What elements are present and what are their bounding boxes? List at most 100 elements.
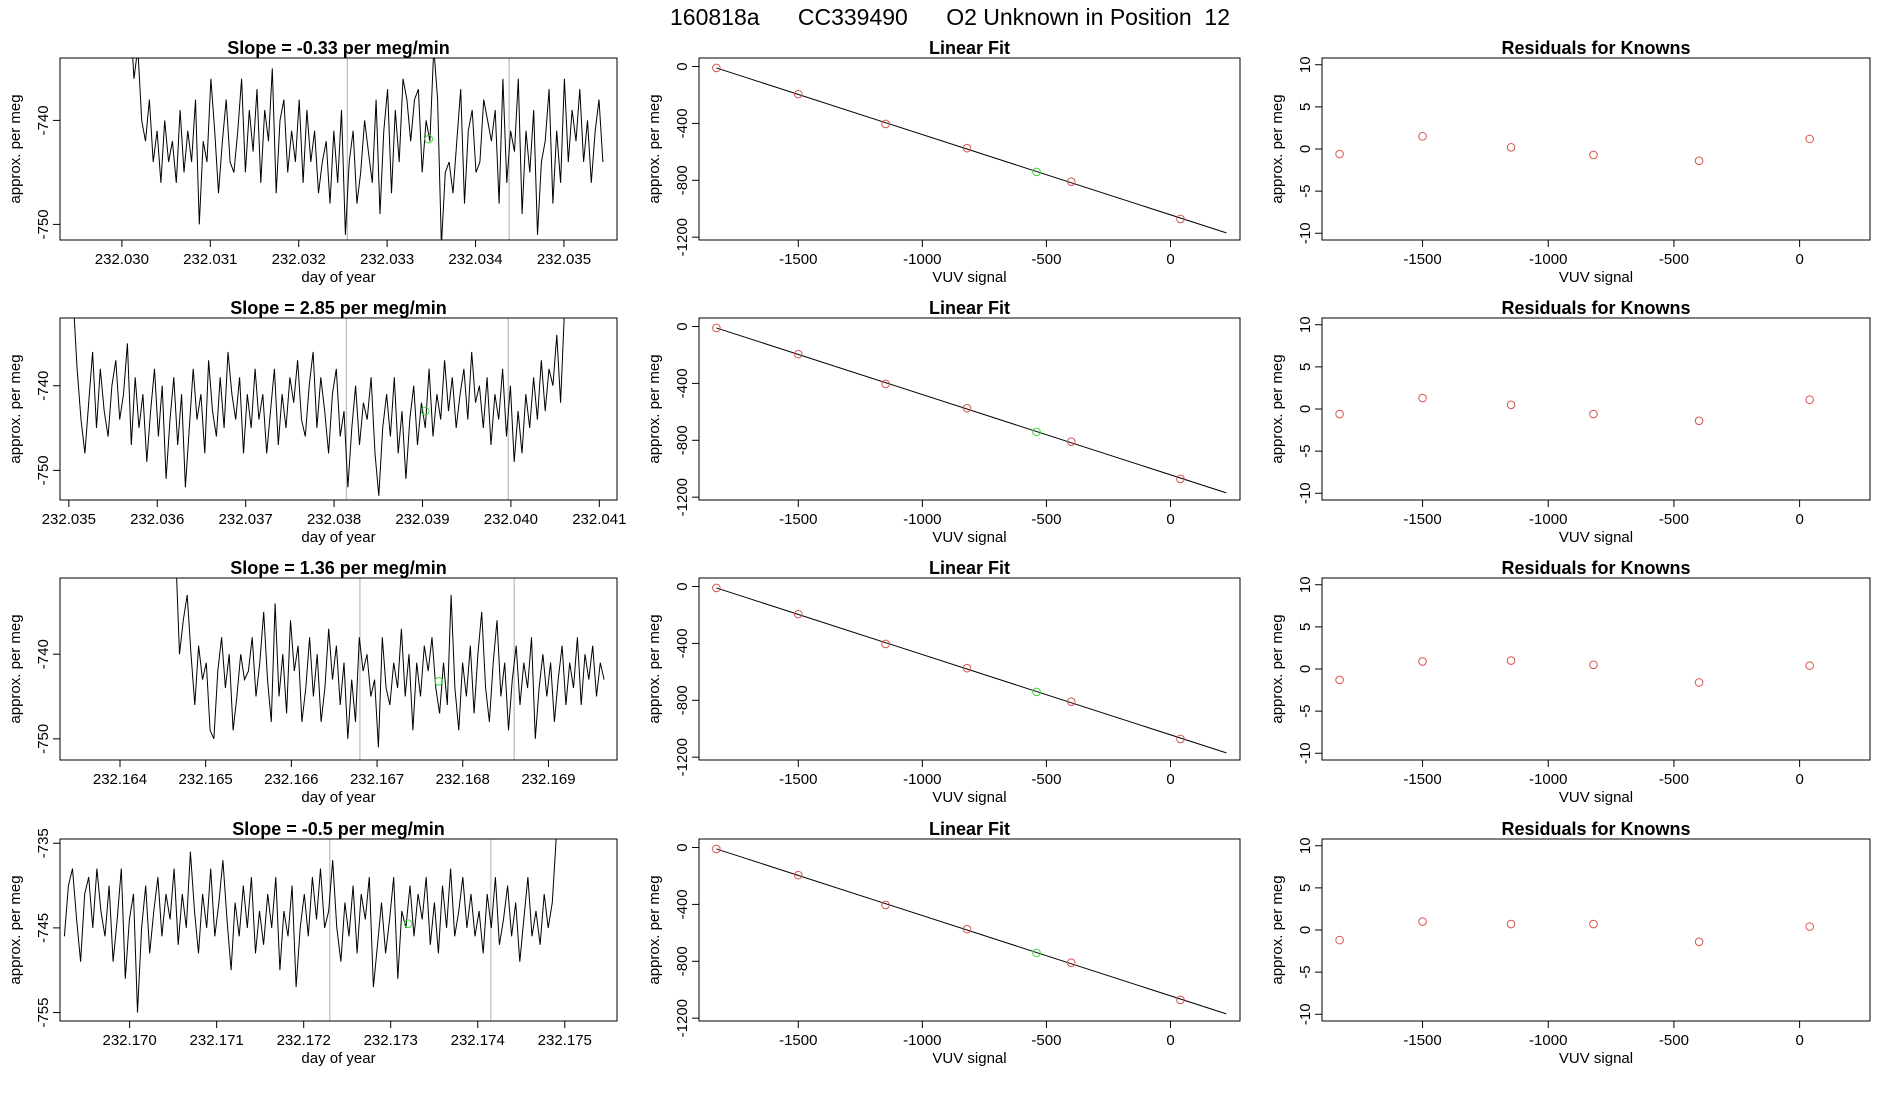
y-axis-label: approx. per meg	[1269, 354, 1286, 463]
y-tick-label: -5	[1297, 704, 1314, 717]
known-point	[881, 639, 890, 649]
y-axis-label: approx. per meg	[646, 354, 663, 463]
plot-frame	[698, 838, 1241, 1022]
residual-point	[1589, 919, 1598, 929]
x-tick-label: -500	[1031, 1032, 1061, 1049]
panel-title: Linear Fit	[929, 558, 1010, 578]
panel-title: Residuals for Knowns	[1501, 38, 1690, 58]
panel-title: Linear Fit	[929, 298, 1010, 318]
plot-area	[63, 839, 557, 1021]
x-tick-label: 232.166	[264, 771, 318, 788]
x-axis-label: day of year	[301, 789, 375, 806]
residual-point	[1694, 416, 1704, 426]
x-axis: -1500 -1000 -500 0	[1403, 1020, 1804, 1049]
plot-frame	[1321, 577, 1871, 761]
panel-fit-row2: Linear Fit -1500 -1000 -500 0 0 -400 -800 -1200 V…	[646, 298, 1241, 546]
known-point	[712, 63, 721, 73]
x-axis: -1500 -1000 -500 0	[1403, 239, 1804, 268]
panel-fit-row3: Linear Fit -1500 -1000 -500 0 0 -400 -800 -1200 V…	[646, 558, 1241, 806]
x-tick-label: 232.034	[448, 251, 502, 268]
x-axis: -1500 -1000 -500 0	[1403, 759, 1804, 788]
known-point	[1066, 697, 1076, 707]
run-id: 160818a	[669, 4, 760, 30]
x-tick-label: 0	[1795, 771, 1803, 788]
plot-area	[1335, 393, 1814, 426]
known-point	[1066, 177, 1076, 187]
y-axis: 10 5 0 -5 -10	[1297, 837, 1322, 1025]
y-axis: 0 -400 -800 -1200	[674, 62, 699, 256]
plot-frame	[59, 317, 618, 501]
known-point	[881, 900, 890, 910]
y-tick-label: -740	[35, 105, 52, 135]
y-tick-label: 5	[1297, 363, 1314, 371]
x-tick-label: 232.167	[350, 771, 404, 788]
residual-point	[1506, 919, 1516, 929]
y-axis: 10 5 0 -5 -10	[1297, 576, 1322, 764]
plot-frame	[1321, 57, 1871, 241]
unknown-point	[434, 676, 444, 686]
y-tick-label: -750	[35, 455, 52, 485]
y-tick-label: -745	[35, 913, 52, 943]
x-tick-label: -1000	[903, 511, 941, 528]
plot-frame	[59, 57, 618, 241]
known-point	[712, 844, 721, 854]
y-tick-label: -1200	[674, 999, 691, 1037]
panel-title: Residuals for Knowns	[1501, 558, 1690, 578]
x-tick-label: -1000	[1529, 251, 1567, 268]
x-tick-label: 232.032	[272, 251, 326, 268]
panel-fit-row4: Linear Fit -1500 -1000 -500 0 0 -400 -800 -1200 V…	[646, 819, 1241, 1067]
figure-title: 160818a CC339490 O2 Unknown in Position …	[0, 2, 1900, 32]
known-point	[881, 119, 890, 129]
known-point	[1066, 437, 1076, 447]
x-tick-label: 232.174	[451, 1032, 505, 1049]
known-point	[712, 583, 721, 593]
x-axis-label: day of year	[301, 529, 375, 546]
fit-line	[716, 67, 1227, 234]
panel-title: Residuals for Knowns	[1501, 298, 1690, 318]
residual-point	[1805, 661, 1814, 670]
x-tick-label: 232.172	[277, 1032, 331, 1049]
x-tick-label: -1500	[779, 1032, 817, 1049]
residual-point	[1335, 935, 1344, 945]
x-tick-label: -1500	[1403, 771, 1441, 788]
panel-resid-row3: Residuals for Knowns -1500 -1000 -500 0 1050-…	[1269, 558, 1871, 806]
plot-area	[712, 844, 1227, 1015]
residual-point	[1335, 409, 1344, 419]
signal-trace	[132, 58, 604, 240]
y-tick-label: 10	[1297, 576, 1314, 593]
signal-trace	[73, 318, 565, 496]
x-tick-label: -500	[1031, 771, 1061, 788]
residual-point	[1589, 660, 1598, 670]
y-axis-label: approx. per meg	[7, 875, 24, 984]
x-axis: -1500 -1000 -500 0	[779, 239, 1175, 268]
x-axis-label: VUV signal	[932, 1050, 1006, 1067]
y-tick-label: 10	[1297, 316, 1314, 333]
y-tick-label: 0	[674, 322, 691, 330]
y-axis-label: approx. per meg	[1269, 614, 1286, 723]
known-point	[1176, 214, 1185, 224]
y-tick-label: -755	[35, 998, 52, 1028]
residual-point	[1589, 150, 1598, 160]
y-axis: -750 -740	[35, 371, 60, 485]
unknown-point	[1032, 167, 1041, 177]
x-axis-label: VUV signal	[932, 269, 1006, 286]
known-point	[962, 924, 972, 934]
residual-point	[1418, 657, 1427, 666]
y-axis-label: approx. per meg	[646, 875, 663, 984]
x-axis-label: VUV signal	[1559, 789, 1633, 806]
y-tick-label: 0	[674, 582, 691, 590]
y-tick-label: -735	[35, 828, 52, 858]
x-tick-label: -500	[1031, 251, 1061, 268]
x-axis-label: VUV signal	[932, 529, 1006, 546]
x-tick-label: -1000	[903, 771, 941, 788]
x-tick-label: 232.033	[360, 251, 414, 268]
residual-point	[1805, 922, 1814, 931]
x-axis: -1500 -1000 -500 0	[779, 499, 1175, 528]
x-tick-label: -500	[1659, 511, 1689, 528]
x-axis-label: VUV signal	[1559, 529, 1633, 546]
plot-area	[73, 318, 565, 500]
y-tick-label: -400	[674, 889, 691, 919]
y-axis-label: approx. per meg	[7, 614, 24, 723]
